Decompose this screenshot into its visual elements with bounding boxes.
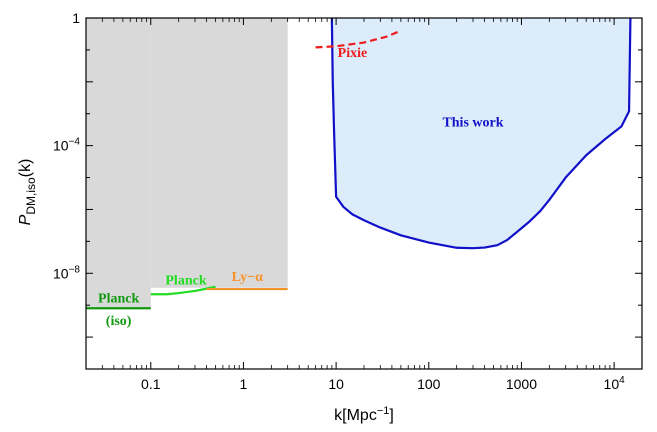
label-this-work: This work <box>442 115 503 130</box>
label-pixie: Pixie <box>338 46 368 61</box>
label-lya: Ly−α <box>232 270 264 285</box>
excluded-region-0 <box>86 18 151 309</box>
x-tick-label: 1 <box>240 376 248 392</box>
y-tick-label: 1 <box>72 10 80 26</box>
label-planck-green: Planck <box>165 273 206 288</box>
y-axis-title: PDM,iso(k) <box>17 159 38 226</box>
x-tick-label: 10 <box>328 376 344 392</box>
excluded-region-1 <box>150 18 288 288</box>
x-tick-label: 1000 <box>506 376 537 392</box>
series-this-work-line <box>330 17 632 250</box>
x-tick-label: 100 <box>417 376 441 392</box>
plot-area: This work Pixie Planck Ly−α Planck (iso) <box>86 17 632 329</box>
series-pixie-line <box>315 29 402 49</box>
label-planck-iso-sub: (iso) <box>106 314 132 329</box>
label-planck-iso: Planck <box>98 292 139 307</box>
x-tick-label: 0.1 <box>141 376 161 392</box>
x-axis-title: k[Mpc−1] <box>334 405 394 424</box>
